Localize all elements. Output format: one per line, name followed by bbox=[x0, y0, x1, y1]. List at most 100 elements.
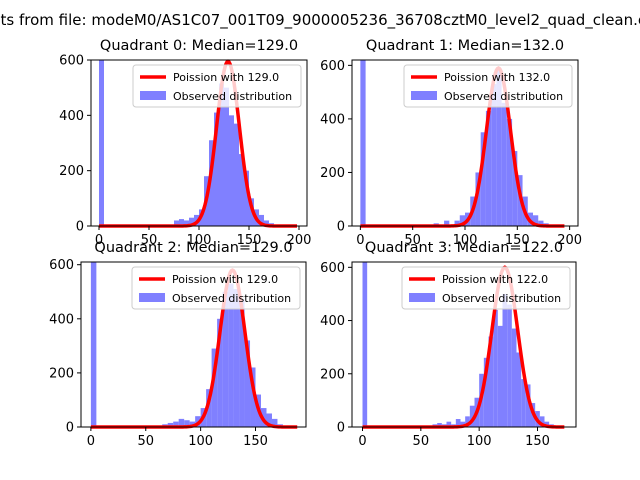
hist-bar bbox=[179, 219, 184, 226]
quadrant-0-axes: 0 50 100 150 200 0 200 400 600 Quadrant 0: Median… bbox=[59, 38, 311, 248]
hist-bar bbox=[184, 420, 190, 427]
quadrant-3-axes: 0 50 100 150 0 200 400 600 Quadrant 3: Median=12… bbox=[320, 240, 577, 449]
hist-bar bbox=[90, 262, 97, 427]
hist-bar bbox=[209, 140, 214, 226]
x-tick-label: 0 bbox=[87, 434, 95, 449]
y-tick-label: 400 bbox=[320, 314, 345, 329]
hist-bar bbox=[459, 215, 465, 226]
hist-bar bbox=[502, 293, 508, 427]
legend-hist-swatch bbox=[139, 293, 165, 302]
quadrant-1-title: Quadrant 1: Median=132.0 bbox=[366, 38, 564, 54]
hist-bar bbox=[454, 220, 460, 226]
legend-hist-swatch bbox=[409, 293, 435, 302]
quadrant-0-title: Quadrant 0: Median=129.0 bbox=[100, 38, 298, 54]
y-tick-label: 600 bbox=[59, 54, 84, 69]
hist-bar bbox=[521, 379, 526, 427]
hist-bar bbox=[211, 348, 218, 427]
hist-bar bbox=[506, 118, 513, 226]
x-tick-label: 150 bbox=[505, 233, 530, 248]
x-tick-label: 150 bbox=[237, 233, 262, 248]
hist-bar bbox=[475, 172, 481, 226]
hist-bar bbox=[206, 389, 212, 427]
hist-bar bbox=[493, 309, 498, 427]
legend-box bbox=[403, 64, 573, 108]
quadrant-2-axes: 0 50 100 150 0 200 400 600 Quadrant 2: Median=12… bbox=[49, 240, 307, 449]
y-tick-label: 0 bbox=[337, 421, 345, 436]
hist-bar bbox=[234, 123, 239, 226]
legend-hist-swatch bbox=[140, 91, 166, 100]
hist-bar bbox=[229, 115, 234, 226]
hist-bar bbox=[250, 367, 256, 427]
y-tick-label: 600 bbox=[320, 261, 345, 276]
axes-frame bbox=[351, 261, 577, 428]
legend-hist-label: Observed distribution bbox=[444, 90, 563, 103]
hist-bar bbox=[239, 299, 245, 427]
legend-hist-label: Observed distribution bbox=[172, 292, 291, 305]
y-tick-label: 0 bbox=[76, 220, 84, 235]
legend-line-label: Poission with 129.0 bbox=[173, 71, 279, 84]
x-tick-label: 50 bbox=[141, 233, 158, 248]
hist-bar bbox=[512, 151, 518, 226]
hist-bar bbox=[222, 291, 229, 427]
hist-bar bbox=[217, 318, 223, 427]
x-tick-label: 50 bbox=[404, 233, 421, 248]
x-tick-label: 50 bbox=[413, 434, 430, 449]
x-tick-label: 100 bbox=[188, 434, 213, 449]
y-tick-label: 600 bbox=[49, 258, 74, 273]
hist-bar bbox=[511, 328, 517, 427]
x-tick-label: 0 bbox=[358, 434, 366, 449]
y-tick-label: 200 bbox=[59, 164, 84, 179]
legend-box bbox=[131, 266, 301, 310]
hist-bar bbox=[266, 413, 272, 427]
hist-bar bbox=[469, 405, 475, 427]
axes-frame bbox=[80, 261, 307, 428]
y-tick-label: 200 bbox=[49, 366, 74, 381]
hist-bar bbox=[219, 83, 224, 227]
legend-hist-label: Observed distribution bbox=[442, 292, 561, 305]
hist-bar bbox=[544, 421, 550, 427]
hist-bar bbox=[244, 340, 251, 427]
hist-bar bbox=[178, 418, 185, 427]
hist-bar bbox=[271, 418, 278, 427]
hist-bar bbox=[501, 102, 507, 226]
x-tick-label: 100 bbox=[187, 233, 212, 248]
x-tick-label: 200 bbox=[287, 233, 312, 248]
hist-bar bbox=[174, 220, 179, 226]
y-tick-label: 0 bbox=[337, 220, 345, 235]
hist-bar bbox=[538, 220, 544, 226]
hist-bar bbox=[362, 262, 368, 427]
hist-bar bbox=[507, 304, 512, 427]
y-tick-label: 0 bbox=[66, 421, 74, 436]
x-tick-label: 0 bbox=[356, 233, 364, 248]
y-tick-label: 400 bbox=[49, 312, 74, 327]
hist-bar bbox=[465, 416, 470, 427]
hist-bar bbox=[244, 170, 249, 226]
hist-bar bbox=[233, 289, 240, 427]
x-tick-label: 150 bbox=[243, 434, 268, 449]
hist-bar bbox=[99, 60, 104, 226]
hist-bar bbox=[460, 421, 466, 427]
hist-bar bbox=[173, 421, 179, 427]
figure-suptitle: Plots from file: modeM0/AS1C07_001T09_90… bbox=[0, 11, 640, 30]
hist-bar bbox=[444, 220, 450, 226]
hist-bar bbox=[525, 384, 531, 427]
x-tick-label: 0 bbox=[95, 233, 103, 248]
x-tick-label: 100 bbox=[467, 434, 492, 449]
x-tick-label: 100 bbox=[453, 233, 478, 248]
y-tick-label: 600 bbox=[320, 59, 345, 74]
hist-bar bbox=[189, 421, 196, 427]
legend-hist-label: Observed distribution bbox=[173, 90, 292, 103]
hist-bar bbox=[446, 421, 452, 427]
hist-bar bbox=[189, 217, 194, 226]
legend-hist-swatch bbox=[411, 91, 437, 100]
hist-bar bbox=[214, 112, 219, 226]
hist-bar bbox=[239, 154, 244, 226]
hist-bar bbox=[360, 60, 366, 226]
y-tick-label: 200 bbox=[320, 166, 345, 181]
hist-bar bbox=[228, 283, 234, 427]
hist-bar bbox=[264, 220, 269, 226]
quadrant-3-title: Quadrant 3: Median=122.0 bbox=[365, 240, 563, 256]
legend-box bbox=[401, 266, 571, 310]
hist-bar bbox=[480, 132, 486, 226]
